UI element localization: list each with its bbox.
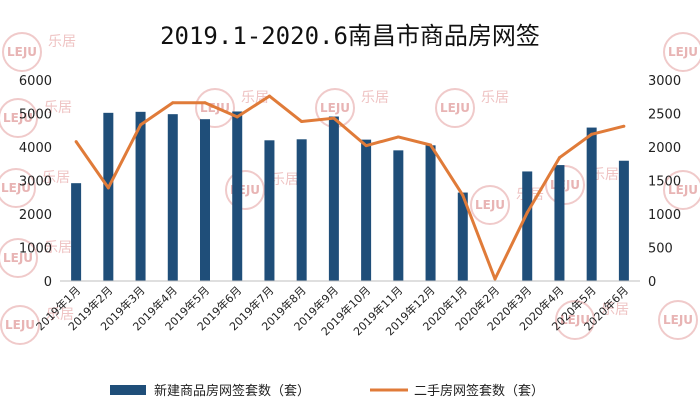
bar bbox=[264, 140, 275, 281]
bar bbox=[296, 139, 307, 281]
watermark-logo-text: LEJU bbox=[668, 183, 698, 197]
watermark-cn-text: 乐居 bbox=[601, 302, 629, 318]
bar bbox=[232, 111, 243, 282]
line-point bbox=[74, 140, 78, 144]
watermark-cn-text: 乐居 bbox=[44, 100, 72, 116]
bar bbox=[457, 192, 468, 281]
right-y-tick-label: 1000 bbox=[648, 208, 681, 223]
bar bbox=[200, 119, 210, 281]
right-y-tick-label: 2500 bbox=[648, 108, 681, 123]
watermark-logo-icon: LEJU 乐居 bbox=[435, 88, 509, 128]
legend: 新建商品房网签套数（套） 二手房网签套数（套） bbox=[110, 383, 544, 399]
bar bbox=[361, 139, 372, 281]
line-point bbox=[590, 132, 594, 136]
right-y-tick-label: 1500 bbox=[648, 175, 681, 190]
watermark-logo-text: LEJU bbox=[320, 101, 350, 115]
line-point bbox=[461, 193, 465, 197]
bar bbox=[328, 116, 339, 281]
watermark-logo-text: LEJU bbox=[1, 181, 31, 195]
watermark-logo-text: LEJU bbox=[7, 45, 37, 59]
watermark-logo-icon: LEJU 乐居 bbox=[0, 98, 72, 138]
watermark-cn-text: 乐居 bbox=[46, 307, 74, 323]
watermark-logo-icon: LEJU 乐居 bbox=[0, 238, 72, 278]
line-point bbox=[396, 135, 400, 139]
right-y-tick-label: 500 bbox=[648, 242, 673, 257]
watermark-cn-text: 乐居 bbox=[481, 90, 509, 106]
line-series bbox=[74, 94, 626, 281]
legend-label-bar: 新建商品房网签套数（套） bbox=[154, 383, 310, 399]
line-point bbox=[493, 277, 497, 281]
right-y-axis: 0 500 1000 1500 2000 2500 3000 bbox=[648, 74, 681, 290]
watermark-logo-icon: LEJU 乐居 bbox=[2, 32, 76, 72]
right-y-tick-label: 2000 bbox=[648, 141, 681, 156]
watermark-logo-text: LEJU bbox=[3, 111, 33, 125]
watermark-logo-icon: LEJU 乐居 bbox=[0, 168, 70, 208]
left-y-tick-label: 3000 bbox=[19, 175, 52, 190]
line-point bbox=[235, 115, 239, 119]
watermark-cn-text: 乐居 bbox=[42, 170, 70, 186]
bar bbox=[522, 171, 533, 281]
bar bbox=[135, 111, 146, 281]
legend-label-line: 二手房网签套数（套） bbox=[414, 383, 544, 399]
watermark-logo-text: LEJU bbox=[440, 101, 470, 115]
left-y-tick-label: 5000 bbox=[19, 108, 52, 123]
watermark-cn-text: 乐居 bbox=[271, 172, 299, 188]
watermark-logo-icon: LEJU 乐居 bbox=[555, 300, 629, 340]
watermark-logo-text: LEJU bbox=[3, 251, 33, 265]
bar bbox=[618, 160, 629, 281]
bar bbox=[554, 165, 565, 281]
line-point bbox=[139, 123, 143, 127]
watermark-cn-text: 乐居 bbox=[48, 34, 76, 50]
line-point bbox=[300, 120, 304, 124]
watermark-logo-icon: LEJU 乐居 bbox=[315, 88, 389, 128]
line-point bbox=[364, 144, 368, 148]
watermark-logo-text: LEJU bbox=[475, 198, 505, 212]
watermark-logo-text: LEJU bbox=[5, 318, 35, 332]
bar bbox=[103, 112, 114, 281]
left-y-tick-label: 6000 bbox=[19, 74, 52, 89]
left-y-tick-label: 1000 bbox=[19, 242, 52, 257]
line-point bbox=[267, 94, 271, 98]
watermark-cn-text: 乐居 bbox=[591, 167, 619, 183]
legend-bar-swatch bbox=[110, 385, 146, 395]
line-point bbox=[106, 186, 110, 190]
left-y-tick-label: 2000 bbox=[19, 208, 52, 223]
x-axis: 2019年1月2019年2月2019年3月2019年4月2019年5月2019年… bbox=[33, 280, 640, 338]
line-point bbox=[429, 143, 433, 147]
line-point bbox=[622, 124, 626, 128]
line-point bbox=[332, 116, 336, 120]
bar bbox=[167, 114, 178, 281]
line-point bbox=[171, 101, 175, 105]
bar bbox=[71, 183, 82, 281]
watermark-cn-text: 乐居 bbox=[44, 240, 72, 256]
bar bbox=[586, 127, 597, 281]
watermark-logo-icon: LEJU 乐居 bbox=[0, 305, 74, 345]
watermark-logo-text: LEJU bbox=[668, 45, 698, 59]
line-series-path bbox=[74, 94, 625, 281]
watermark-cn-text: 乐居 bbox=[361, 90, 389, 106]
line-point bbox=[525, 211, 529, 215]
right-y-tick-label: 0 bbox=[648, 275, 656, 290]
left-y-tick-label: 4000 bbox=[19, 141, 52, 156]
chart-title: 2019.1-2020.6南昌市商品房网签 bbox=[160, 22, 540, 50]
bar bbox=[425, 145, 436, 281]
watermark-logo-text: LEJU bbox=[663, 313, 693, 327]
watermark-logo-text: LEJU bbox=[560, 313, 590, 327]
bar-series bbox=[71, 111, 629, 282]
line-point bbox=[557, 156, 561, 160]
left-y-axis: 0 1000 2000 3000 4000 5000 6000 bbox=[19, 74, 52, 290]
bar bbox=[393, 150, 404, 281]
line-point bbox=[203, 101, 207, 105]
right-y-tick-label: 3000 bbox=[648, 74, 681, 89]
left-y-tick-label: 0 bbox=[44, 275, 52, 290]
